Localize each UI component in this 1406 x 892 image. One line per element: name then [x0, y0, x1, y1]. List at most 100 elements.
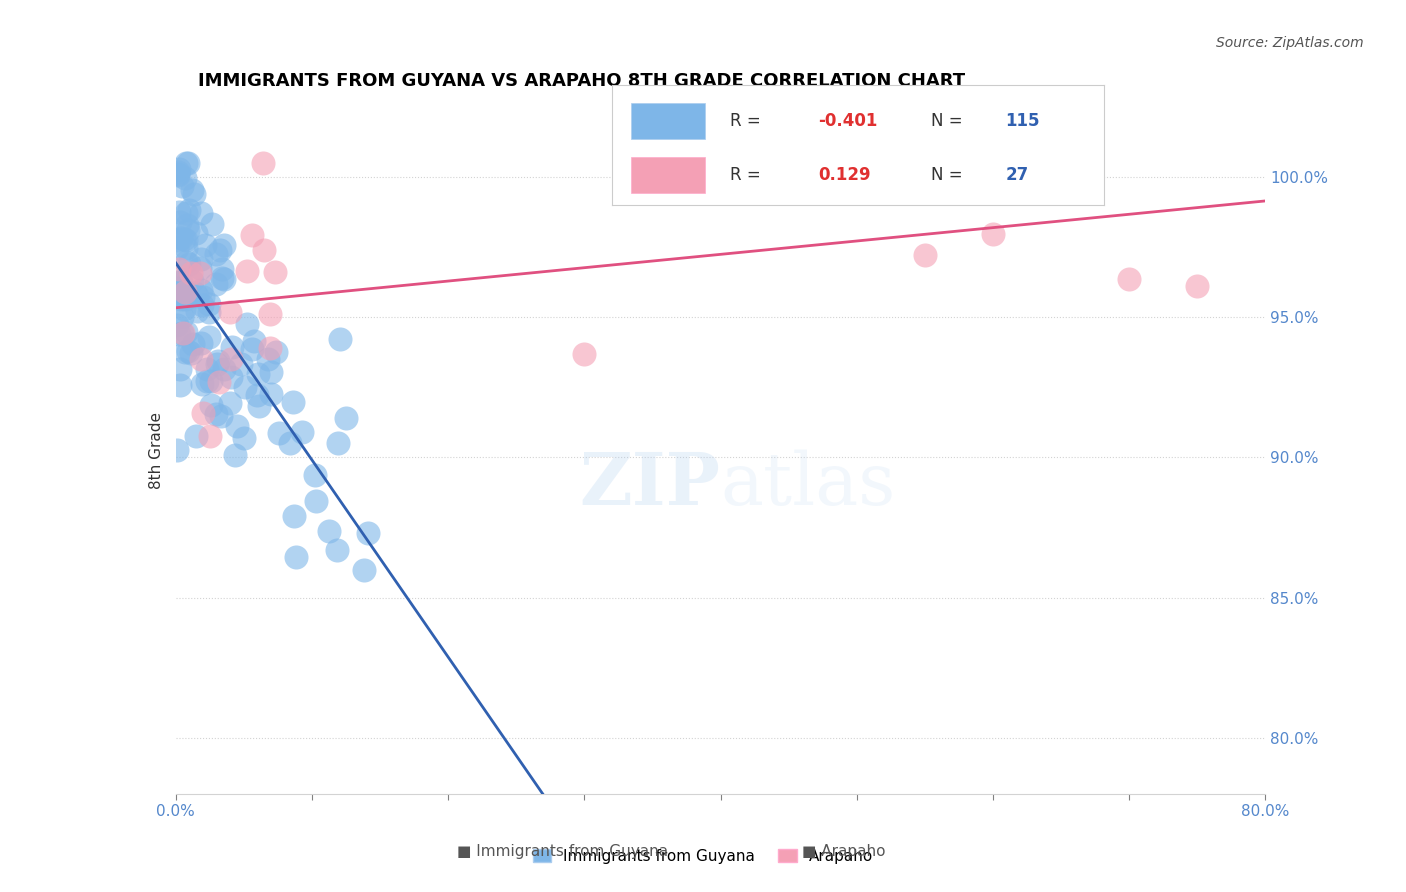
Point [174, 325, 197, 339]
Point [710, 156, 733, 170]
Point [166, 275, 188, 289]
Point [247, 400, 270, 414]
Point [243, 334, 266, 348]
Point [236, 318, 259, 332]
Point [173, 231, 195, 245]
Point [174, 156, 197, 170]
Point [170, 292, 193, 306]
Point [188, 260, 211, 275]
Point [166, 234, 188, 248]
Text: -0.401: -0.401 [818, 112, 877, 130]
Point [252, 156, 274, 170]
Point [1187, 279, 1209, 293]
Point [193, 406, 215, 420]
Point [326, 543, 349, 558]
Text: N =: N = [931, 112, 969, 130]
Point [190, 283, 212, 297]
Y-axis label: 8th Grade: 8th Grade [149, 412, 165, 489]
Point [166, 169, 188, 183]
Point [194, 238, 217, 252]
Point [174, 255, 197, 269]
Point [260, 365, 283, 379]
FancyBboxPatch shape [631, 103, 704, 139]
Point [167, 285, 190, 300]
Point [169, 161, 191, 176]
Point [209, 409, 232, 423]
Point [170, 326, 193, 340]
Text: R =: R = [730, 112, 766, 130]
Point [235, 264, 257, 278]
Point [914, 248, 936, 262]
Text: ZIP: ZIP [579, 450, 721, 520]
Point [208, 244, 231, 258]
Point [181, 337, 204, 351]
Point [174, 171, 197, 186]
Text: IMMIGRANTS FROM GUYANA VS ARAPAHO 8TH GRADE CORRELATION CHART: IMMIGRANTS FROM GUYANA VS ARAPAHO 8TH GR… [197, 72, 965, 90]
Point [201, 217, 224, 231]
Point [170, 231, 193, 245]
Point [221, 340, 243, 354]
Point [641, 156, 664, 170]
Point [170, 310, 193, 325]
Point [328, 332, 350, 346]
Text: atlas: atlas [721, 450, 896, 520]
Point [326, 436, 349, 450]
Point [318, 524, 340, 538]
Point [172, 326, 194, 341]
Point [214, 362, 236, 376]
Point [184, 226, 207, 240]
Point [180, 345, 202, 359]
Text: R =: R = [730, 166, 770, 184]
Point [167, 262, 190, 277]
Point [190, 298, 212, 312]
Point [191, 377, 214, 392]
Point [205, 247, 228, 261]
Text: 0.129: 0.129 [818, 166, 870, 184]
Point [219, 305, 242, 319]
Point [197, 374, 219, 388]
Point [231, 357, 253, 371]
Point [240, 343, 263, 357]
Point [170, 275, 193, 289]
Point [267, 426, 290, 441]
Point [166, 241, 188, 255]
Point [281, 395, 304, 409]
Point [169, 214, 191, 228]
Point [200, 398, 222, 412]
Point [200, 374, 222, 388]
Text: ■ Arapaho: ■ Arapaho [801, 845, 886, 859]
Point [641, 156, 664, 170]
Text: 115: 115 [1005, 112, 1040, 130]
Point [197, 305, 219, 319]
Text: ■ Immigrants from Guyana: ■ Immigrants from Guyana [457, 845, 668, 859]
Point [212, 237, 235, 252]
Point [284, 550, 307, 565]
Point [232, 431, 254, 445]
Point [280, 436, 302, 450]
Point [205, 277, 228, 292]
Point [173, 285, 195, 299]
Point [167, 167, 190, 181]
Point [186, 289, 208, 303]
Point [256, 351, 278, 366]
Point [219, 370, 242, 384]
Point [221, 351, 243, 366]
Point [180, 183, 202, 197]
Point [233, 380, 256, 394]
Point [186, 303, 208, 318]
Point [264, 265, 287, 279]
Point [169, 362, 191, 376]
Point [167, 326, 190, 341]
Point [188, 266, 211, 280]
Point [193, 289, 215, 303]
Point [353, 563, 375, 577]
Point [183, 187, 205, 202]
FancyBboxPatch shape [631, 157, 704, 193]
Point [184, 429, 207, 443]
Text: N =: N = [931, 166, 973, 184]
Point [177, 156, 200, 170]
Point [1118, 272, 1140, 286]
Point [177, 344, 200, 359]
Point [219, 396, 242, 410]
Point [181, 274, 204, 288]
